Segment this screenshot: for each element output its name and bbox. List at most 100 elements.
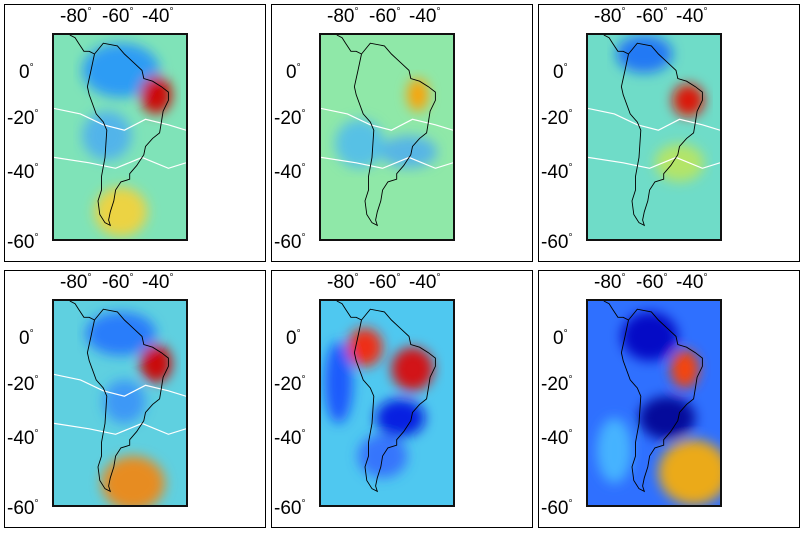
anomaly-region [407,78,429,112]
lon-tick-label: -80° [327,6,359,27]
contour-line [321,107,453,131]
lat-tick-label: -40° [7,428,39,449]
map-panel-6: -80° -60° -40° 0° -20° -40° -60° [538,270,800,528]
anomaly-region [101,456,165,505]
coastline [620,308,703,493]
anomaly-region [324,341,353,424]
contour-line [54,107,186,131]
map-panel-3: -80° -60° -40° 0° -20° -40° -60° [538,4,800,262]
lat-tick-label: -20° [274,374,306,395]
lon-tick-label: -60° [636,272,668,293]
coastline [86,308,169,493]
map-field [586,33,722,241]
anomaly-region [82,43,160,98]
central-america-coastline [69,301,95,321]
map-panel-5: -80° -60° -40° 0° -20° -40° -60° [271,270,533,528]
anomaly-region [616,35,673,74]
lon-tick-label: -40° [142,6,174,27]
lon-tick-label: -60° [369,272,401,293]
contour-line [54,373,186,397]
map-panel-2: -80° -60° -40° 0° -20° -40° -60° [271,4,533,262]
lon-tick-label: -60° [102,272,134,293]
lat-tick-label: -40° [274,162,306,183]
anomaly-region [658,439,720,505]
anomaly-region [672,83,705,117]
lon-tick-label: -40° [142,272,174,293]
contour-line [321,156,453,169]
lat-tick-label: 0° [286,328,301,349]
map-field [319,33,455,241]
lat-tick-label: -40° [274,428,306,449]
lat-tick-label: -40° [7,162,39,183]
anomaly-region [391,347,434,391]
lon-tick-label: -40° [676,272,708,293]
anomaly-region [140,344,172,383]
map-field [52,299,188,507]
contour-line [588,156,720,169]
anomaly-region [380,135,438,169]
anomaly-region [94,187,148,237]
lat-tick-label: 0° [19,62,34,83]
lat-tick-label: -60° [7,232,39,253]
lon-tick-label: -80° [60,272,92,293]
central-america-coastline [69,35,95,55]
lat-tick-label: -20° [541,108,573,129]
anomaly-region [375,398,425,437]
lat-tick-label: -60° [274,232,306,253]
lon-tick-label: -80° [594,272,626,293]
map-field [52,33,188,241]
coastline [620,42,703,227]
anomaly-region [103,379,146,424]
lat-tick-label: 0° [19,328,34,349]
lon-tick-label: -60° [636,6,668,27]
central-america-coastline [603,301,629,321]
lon-tick-label: -80° [594,6,626,27]
lat-tick-label: -20° [7,374,39,395]
anomaly-region [670,349,699,389]
anomaly-region [347,328,383,367]
map-field [319,299,455,507]
lat-tick-label: -20° [541,374,573,395]
lat-tick-label: -40° [541,162,573,183]
map-panel-4: -80° -60° -40° 0° -20° -40° -60° [4,270,266,528]
central-america-coastline [603,35,629,55]
map-canvas [588,301,720,505]
map-panel-1: -80° -60° -40° 0° -20° -40° -60° [4,4,266,262]
lon-tick-label: -40° [409,6,441,27]
contour-line [54,422,186,435]
lat-tick-label: 0° [553,328,568,349]
lon-tick-label: -40° [409,272,441,293]
lat-tick-label: -60° [274,498,306,519]
contour-line [54,156,186,169]
map-field [586,299,722,507]
map-canvas [54,301,186,505]
lon-tick-label: -60° [102,6,134,27]
lat-tick-label: -20° [7,108,39,129]
lat-tick-label: -60° [541,232,573,253]
anomaly-region [140,75,172,114]
lat-tick-label: 0° [553,62,568,83]
lon-tick-label: -60° [369,6,401,27]
anomaly-region [85,311,157,356]
anomaly-region [596,417,632,484]
lon-tick-label: -40° [676,6,708,27]
lat-tick-label: -60° [7,498,39,519]
anomaly-region [654,143,705,182]
coastline [86,42,169,227]
map-canvas [321,301,453,505]
coastline [353,308,436,493]
map-canvas [588,35,720,239]
map-canvas [321,35,453,239]
central-america-coastline [336,35,362,55]
anomaly-region [639,396,696,440]
lat-tick-label: -20° [274,108,306,129]
anomaly-region [621,311,678,361]
lon-tick-label: -80° [327,272,359,293]
coastline [353,42,436,227]
central-america-coastline [336,301,362,321]
contour-line [588,107,720,131]
lat-tick-label: -40° [541,428,573,449]
map-canvas [54,35,186,239]
lon-tick-label: -80° [60,6,92,27]
lat-tick-label: 0° [286,62,301,83]
